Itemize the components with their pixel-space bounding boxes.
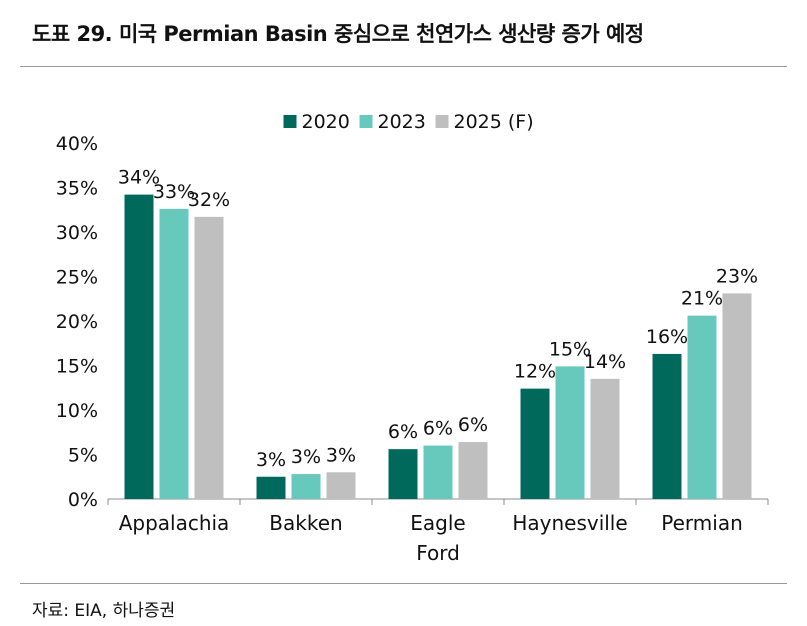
- data-label: 34%: [118, 167, 160, 189]
- y-tick-label: 0%: [68, 489, 98, 511]
- x-category-label: Bakken: [269, 511, 342, 535]
- bar: [256, 476, 286, 499]
- bar: [124, 194, 154, 499]
- bar: [423, 445, 453, 499]
- x-category-label: Appalachia: [119, 511, 230, 535]
- bar: [555, 366, 585, 499]
- data-label: 3%: [256, 449, 286, 471]
- source-divider: [20, 583, 787, 584]
- x-axis: Appalachia Bakken Eagle Ford Haynesville Perm…: [107, 498, 769, 565]
- bar: [291, 474, 321, 499]
- bar: [722, 293, 752, 499]
- bar: [520, 388, 550, 499]
- y-tick-label: 30%: [56, 222, 98, 244]
- legend-label: 2023: [378, 111, 426, 133]
- bar: [652, 353, 682, 499]
- y-tick-label: 35%: [56, 178, 98, 200]
- y-tick-label: 10%: [56, 400, 98, 422]
- data-labels: 34% 3% 6% 12% 16% 33% 3% 6% 15% 21% 32% 3% 6% 14% 23%: [118, 167, 758, 471]
- y-axis: 0% 5% 10% 15% 20% 25% 30% 35% 40%: [56, 133, 98, 511]
- y-tick-label: 20%: [56, 311, 98, 333]
- bar: [159, 208, 189, 500]
- bar: [590, 378, 620, 499]
- x-category-label: Eagle Ford: [410, 511, 465, 565]
- legend-label: 2020: [302, 111, 350, 133]
- data-label: 23%: [716, 265, 758, 287]
- bar: [687, 315, 717, 499]
- legend-swatch: [359, 115, 373, 128]
- data-label: 3%: [291, 446, 321, 468]
- bar: [458, 442, 488, 499]
- data-label: 15%: [549, 338, 591, 360]
- source-note: 자료: EIA, 하나증권: [32, 601, 176, 621]
- legend-swatch: [283, 115, 297, 128]
- data-label: 33%: [153, 181, 195, 203]
- bar: [326, 472, 356, 499]
- data-label: 16%: [646, 326, 688, 348]
- x-category-label: Permian: [661, 511, 743, 535]
- data-label: 6%: [423, 418, 453, 440]
- chart-legend: 2020 2023 2025 (F): [283, 111, 534, 133]
- legend-swatch: [435, 115, 449, 128]
- bar: [194, 216, 224, 499]
- figure-title: 도표 29. 미국 Permian Basin 중심으로 천연가스 생산량 증가…: [32, 22, 644, 46]
- data-label: 3%: [326, 444, 356, 466]
- data-label: 21%: [681, 288, 723, 310]
- title-divider: [20, 66, 787, 67]
- data-label: 12%: [514, 361, 556, 383]
- data-label: 32%: [188, 189, 230, 211]
- data-label: 14%: [584, 351, 626, 373]
- y-tick-label: 40%: [56, 133, 98, 155]
- data-label: 6%: [458, 414, 488, 436]
- bar: [388, 449, 418, 499]
- y-tick-label: 5%: [68, 445, 98, 467]
- y-tick-label: 15%: [56, 356, 98, 378]
- x-category-label: Haynesville: [512, 511, 627, 535]
- legend-label: 2025 (F): [454, 111, 534, 133]
- y-tick-label: 25%: [56, 267, 98, 289]
- data-label: 6%: [388, 421, 418, 443]
- bar-series: [124, 194, 752, 500]
